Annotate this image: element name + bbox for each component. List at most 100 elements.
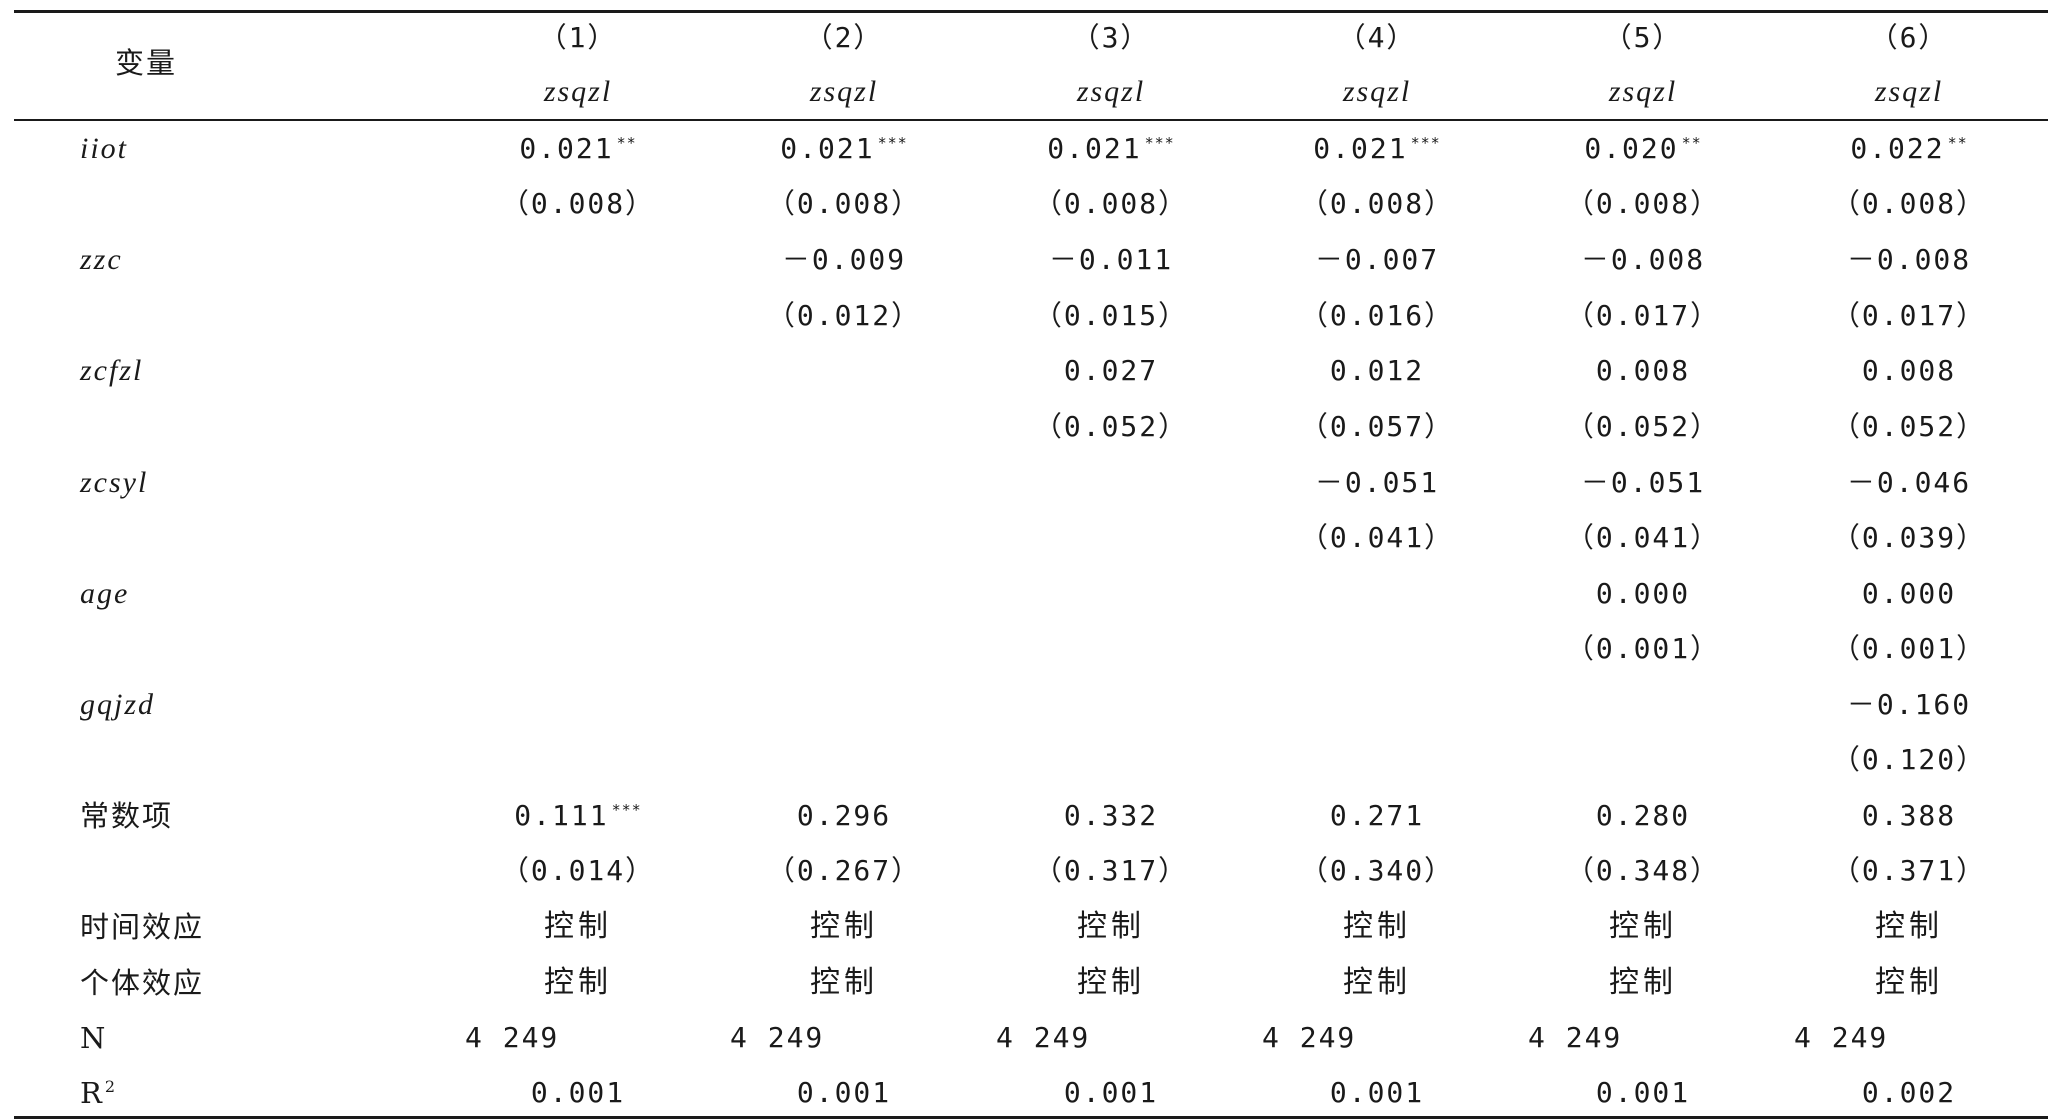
cell-value: （0.052） — [1565, 410, 1721, 443]
coefficient-value: 0.271 — [1330, 800, 1424, 832]
cell-value: 0.001 — [1329, 1076, 1425, 1109]
cell-value: －0.011 — [1048, 243, 1174, 276]
row-label-text: zzc — [80, 243, 123, 276]
coefficient-value: －0.160 — [1847, 689, 1971, 721]
row-label-text: gqjzd — [80, 688, 156, 721]
standard-error-value: （0.012） — [767, 300, 921, 332]
cell-value: 0.111 — [514, 799, 609, 832]
standard-error-value: （0.348） — [1566, 855, 1720, 887]
cell-value: （0.017） — [1831, 299, 1987, 332]
standard-error-value: （0.052） — [1034, 411, 1188, 443]
significance-stars: ** — [1947, 134, 1968, 152]
standard-error-value: （0.041） — [1566, 522, 1720, 554]
cell-value: （0.001） — [1831, 632, 1987, 665]
cell-value: （0.008） — [1565, 187, 1721, 220]
header-rule — [14, 119, 2048, 121]
cell-value: 控制 — [1875, 909, 1943, 944]
standard-error-value: （0.008） — [767, 188, 921, 220]
coefficient-value: －0.046 — [1847, 467, 1971, 499]
row-label-text: R — [80, 1076, 104, 1110]
cell-value: 4 249 — [465, 1021, 560, 1054]
cell-value: －0.008 — [1846, 243, 1972, 276]
coefficient-value: 0.012 — [1330, 355, 1424, 387]
standard-error-value: （0.057） — [1300, 411, 1454, 443]
control-indicator: 控制 — [810, 911, 878, 943]
standard-error-value: （0.267） — [767, 855, 921, 887]
cell-value: （0.015） — [1033, 299, 1189, 332]
cell-value: （0.348） — [1565, 854, 1721, 887]
cell-value: （0.008） — [1299, 187, 1455, 220]
cell-value: 控制 — [1343, 909, 1411, 944]
cell-value: （0.001） — [1565, 632, 1721, 665]
control-indicator: 控制 — [1875, 911, 1943, 943]
cell-value: －0.051 — [1580, 466, 1706, 499]
standard-error-value: （0.001） — [1566, 633, 1720, 665]
row-label: age — [80, 578, 129, 610]
cell-value: 0.021 — [1313, 132, 1408, 165]
row-label-text: zcfzl — [80, 354, 144, 387]
significance-stars: ** — [616, 134, 637, 152]
cell-value: 4 249 — [1794, 1021, 1889, 1054]
coefficient-value: 0.001 — [797, 1077, 891, 1109]
cell-value: 0.022 — [1850, 132, 1945, 165]
row-label-text: zcsyl — [80, 466, 149, 499]
cell-value: （0.014） — [500, 854, 656, 887]
coefficient-value: 0.021 ** — [519, 133, 636, 165]
cell-value: 0.001 — [796, 1076, 892, 1109]
row-label: 个体效应 — [80, 967, 204, 999]
coefficient-value: －0.009 — [782, 244, 906, 276]
cell-value: 0.021 — [780, 132, 875, 165]
coefficient-value: 0.021 *** — [1313, 133, 1440, 165]
control-indicator: 控制 — [1343, 967, 1411, 999]
standard-error-value: （0.120） — [1832, 744, 1986, 776]
coefficient-value: 0.111 *** — [514, 800, 641, 832]
significance-stars: *** — [1144, 134, 1175, 152]
cell-value: （0.052） — [1831, 410, 1987, 443]
cell-value: －0.008 — [1580, 243, 1706, 276]
cell-value: 0.001 — [1063, 1076, 1159, 1109]
row-label-text: 个体效应 — [80, 966, 205, 1000]
cell-value: （0.041） — [1565, 521, 1721, 554]
significance-stars: ** — [1681, 134, 1702, 152]
coefficient-value: 0.022 ** — [1850, 133, 1967, 165]
column-number-6: （6） — [1869, 21, 1949, 54]
coefficient-value: －0.051 — [1581, 467, 1705, 499]
standard-error-value: （0.371） — [1832, 855, 1986, 887]
control-indicator: 控制 — [544, 911, 612, 943]
standard-error-value: （0.001） — [1832, 633, 1986, 665]
control-indicator: 控制 — [1875, 967, 1943, 999]
cell-value: 4 249 — [996, 1021, 1091, 1054]
standard-error-value: （0.008） — [1832, 188, 1986, 220]
cell-value: （0.008） — [500, 187, 656, 220]
column-number-5: （5） — [1603, 21, 1683, 54]
coefficient-value: 0.001 — [1064, 1077, 1158, 1109]
row-label: N — [80, 1022, 107, 1054]
coefficient-value: 0.388 — [1862, 800, 1956, 832]
row-label: iiot — [80, 133, 128, 165]
column-number-1: （1） — [538, 21, 618, 54]
row-label: 常数项 — [80, 800, 173, 832]
control-indicator: 控制 — [1343, 911, 1411, 943]
standard-error-value: （0.008） — [1300, 188, 1454, 220]
coefficient-value: 0.296 — [797, 800, 891, 832]
dependent-variable-6: zsqzl — [1874, 75, 1944, 108]
control-indicator: 控制 — [1077, 911, 1145, 943]
coefficient-value: 0.021 *** — [1047, 133, 1174, 165]
cell-value: 控制 — [1609, 965, 1677, 1000]
standard-error-value: （0.017） — [1566, 300, 1720, 332]
cell-value: 控制 — [544, 909, 612, 944]
row-label-text: 常数项 — [80, 799, 174, 833]
cell-value: （0.267） — [766, 854, 922, 887]
coefficient-value: －0.051 — [1315, 467, 1439, 499]
coefficient-value: －0.008 — [1581, 244, 1705, 276]
control-indicator: 控制 — [544, 967, 612, 999]
significance-stars: *** — [611, 801, 642, 819]
observation-count: 4 249 — [1528, 1022, 1622, 1054]
variable-header: 变量 — [115, 46, 178, 80]
cell-value: 4 249 — [1528, 1021, 1623, 1054]
row-label-superscript: 2 — [104, 1077, 118, 1096]
cell-value: （0.041） — [1299, 521, 1455, 554]
row-label: R2 — [80, 1077, 117, 1109]
cell-value: （0.008） — [766, 187, 922, 220]
cell-value: 0.271 — [1329, 799, 1425, 832]
